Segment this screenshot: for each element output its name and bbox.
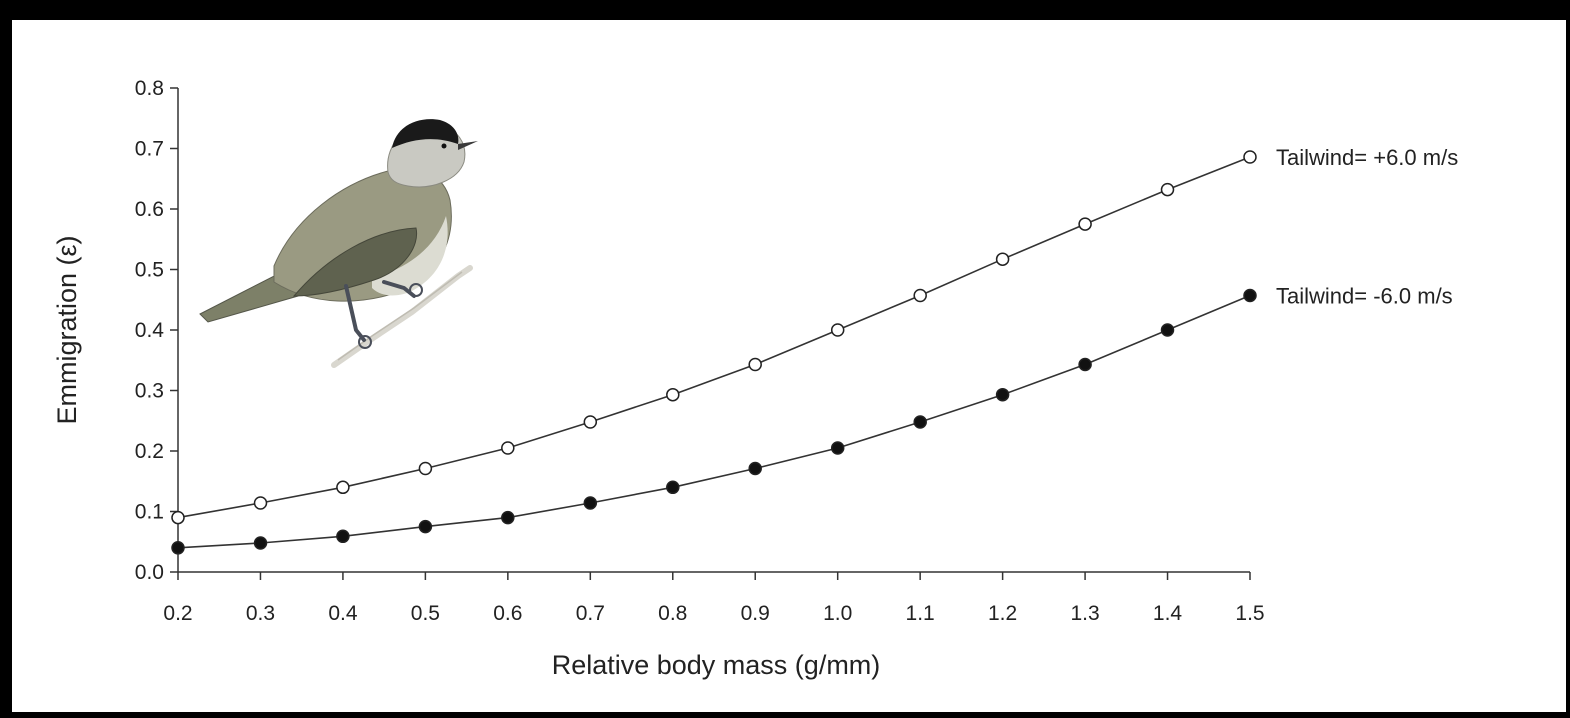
data-point-open	[995, 252, 1010, 266]
y-axis-ticks: 0.0 0.1 0.2 0.3 0.4 0.5 0.6 0.7 0.8	[135, 77, 178, 584]
data-point-open	[171, 510, 185, 525]
data-point-filled	[913, 415, 927, 429]
x-tick-label: 1.4	[1153, 602, 1183, 625]
x-tick-label: 0.8	[658, 602, 687, 625]
y-tick-label: 0.2	[135, 440, 164, 463]
y-axis-title: Emmigration (ε)	[52, 235, 82, 424]
data-point-filled	[830, 441, 845, 455]
x-tick-label: 1.1	[906, 602, 935, 625]
series-2: Tailwind= -6.0 m/s	[171, 284, 1453, 555]
x-tick-label: 0.2	[163, 602, 192, 625]
data-point-open	[336, 480, 350, 495]
x-tick-label: 1.2	[988, 602, 1017, 625]
y-tick-label: 0.1	[135, 501, 164, 524]
x-axis-title: Relative body mass (g/mm)	[552, 650, 881, 680]
x-tick-label: 0.7	[576, 602, 605, 625]
series-label: Tailwind= +6.0 m/s	[1276, 145, 1458, 170]
data-point-filled	[501, 510, 515, 525]
chart-svg: 0.0 0.1 0.2 0.3 0.4 0.5 0.6 0.7 0.8 0.2 0.3 0.4 0.5…	[52, 77, 1458, 680]
series-line	[177, 294, 1251, 549]
data-point-filled	[1078, 357, 1092, 372]
y-tick-label: 0.8	[135, 77, 164, 100]
data-point-open	[253, 496, 268, 510]
data-point-open	[748, 357, 762, 372]
data-point-open	[666, 387, 680, 402]
blackcap-bird-illustration	[199, 119, 478, 368]
data-point-filled	[666, 480, 680, 495]
data-point-filled	[995, 387, 1010, 402]
data-point-open	[830, 323, 845, 337]
series-label: Tailwind= -6.0 m/s	[1276, 284, 1453, 309]
data-point-filled	[1160, 323, 1175, 337]
x-tick-label: 0.4	[328, 602, 358, 625]
x-axis-ticks: 0.2 0.3 0.4 0.5 0.6 0.7 0.8 0.9 1.0 1.1 1.2 1.3 1.4 1…	[163, 572, 1265, 625]
data-point-filled	[253, 536, 268, 550]
data-point-filled	[748, 461, 762, 476]
data-point-open	[1078, 217, 1092, 231]
data-point-filled	[1243, 288, 1257, 303]
data-point-filled	[418, 519, 433, 534]
data-point-open	[913, 288, 927, 303]
axes	[177, 88, 1250, 573]
data-point-filled	[336, 529, 350, 544]
data-point-open	[1160, 182, 1175, 197]
x-tick-label: 0.3	[246, 602, 275, 625]
x-tick-label: 0.5	[411, 602, 440, 625]
series-1: Tailwind= +6.0 m/s	[171, 145, 1458, 525]
data-point-open	[501, 441, 515, 455]
x-tick-label: 1.3	[1070, 602, 1099, 625]
y-tick-label: 0.7	[135, 138, 164, 161]
y-tick-label: 0.5	[135, 259, 164, 282]
data-point-open	[583, 415, 598, 429]
chart-figure: 0.0 0.1 0.2 0.3 0.4 0.5 0.6 0.7 0.8 0.2 0.3 0.4 0.5…	[12, 20, 1566, 712]
data-point-filled	[171, 541, 185, 555]
x-tick-label: 1.5	[1235, 602, 1264, 625]
series-group: Tailwind= +6.0 m/s Tailwind= -6.0 m/s	[171, 145, 1458, 555]
y-tick-label: 0.3	[135, 380, 164, 403]
data-point-open	[418, 461, 433, 476]
y-tick-label: 0.0	[135, 561, 164, 584]
data-point-open	[1243, 150, 1257, 164]
x-tick-label: 0.9	[741, 602, 770, 625]
y-tick-label: 0.4	[135, 319, 165, 342]
x-tick-label: 0.6	[493, 602, 522, 625]
series-line	[177, 156, 1251, 519]
x-tick-label: 1.0	[823, 602, 852, 625]
data-point-filled	[583, 496, 598, 510]
y-tick-label: 0.6	[135, 198, 164, 221]
